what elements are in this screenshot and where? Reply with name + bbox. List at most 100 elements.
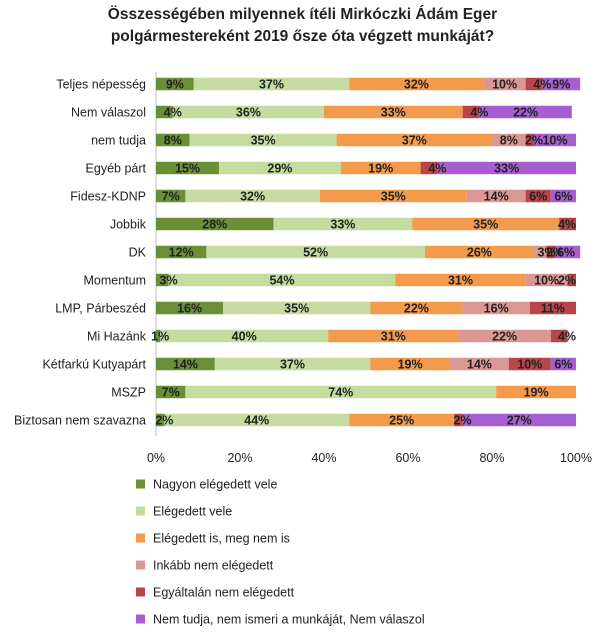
data-label: 2% <box>155 414 173 428</box>
data-label: 40% <box>232 330 257 344</box>
data-label: 8% <box>500 134 518 148</box>
bar-segment <box>496 385 576 399</box>
data-label: 4% <box>558 330 576 344</box>
legend-swatch <box>136 560 145 570</box>
bar-segment <box>349 77 484 91</box>
data-label: 36% <box>236 106 261 120</box>
data-label: 9% <box>166 78 184 92</box>
data-label: 16% <box>484 302 509 316</box>
data-label: 7% <box>162 386 180 400</box>
bar-segment <box>450 357 509 371</box>
data-label: 11% <box>541 302 565 316</box>
bars-layer <box>156 77 581 427</box>
data-label: 2% <box>546 246 564 260</box>
bar-segment <box>555 245 581 259</box>
bar-segment <box>189 133 337 147</box>
bar-segment <box>466 189 526 203</box>
data-label: 37% <box>402 134 427 148</box>
bar-segment <box>273 217 413 231</box>
bar-segment <box>546 245 555 259</box>
data-label: 14% <box>173 358 198 372</box>
data-label: 35% <box>473 218 498 232</box>
bar-segment <box>420 161 438 175</box>
data-label: 12% <box>169 246 194 260</box>
x-tick-labels-layer: 0% 20% 40% 60% 80% 100% <box>147 451 592 465</box>
legend-swatch <box>136 506 145 516</box>
data-label: 14% <box>467 358 492 372</box>
bar-segment <box>319 189 467 203</box>
bar-segment <box>156 161 219 175</box>
bar-segment <box>550 329 568 343</box>
bar-segment <box>559 217 576 231</box>
category-label: Fidesz-KDNP <box>70 190 146 204</box>
bar-segment <box>462 105 480 119</box>
category-label: nem tudja <box>91 134 146 148</box>
data-label: 4% <box>558 218 576 232</box>
bar-segment <box>479 105 572 119</box>
data-label: 74% <box>328 386 353 400</box>
bar-segment <box>156 413 165 427</box>
chart-title-line-1: Összességében milyennek ítéli Mirkóczki … <box>107 6 498 23</box>
legend-swatch <box>136 533 145 543</box>
data-label: 10% <box>542 134 567 148</box>
data-label: 54% <box>269 274 294 288</box>
legend: Nagyon elégedett vele Elégedett vele Elége… <box>136 478 425 627</box>
data-label: 3% <box>538 246 556 260</box>
bar-segment <box>168 273 396 287</box>
category-label: DK <box>129 246 147 260</box>
category-label: Teljes népesség <box>56 78 146 92</box>
chart-title-line-2: polgármestereként 2019 ősze óta végzett … <box>110 28 495 45</box>
bar-segment <box>340 161 421 175</box>
bar-segment <box>156 301 224 315</box>
category-label: Kétfarkú Kutyapárt <box>42 358 146 372</box>
bar-segment <box>328 329 459 343</box>
bar-segment <box>534 245 547 259</box>
data-label: 35% <box>284 302 309 316</box>
data-label: 3% <box>160 274 178 288</box>
bar-segment <box>370 357 450 371</box>
x-tick-label: 80% <box>479 451 504 465</box>
data-label: 35% <box>251 134 276 148</box>
data-label: 16% <box>177 302 202 316</box>
legend-swatch <box>136 614 145 624</box>
bar-segment <box>156 189 186 203</box>
legend-label: Egyáltalán nem elégedett <box>153 586 295 600</box>
category-labels-layer: Teljes népesség Nem válaszol nem tudja Egyé… <box>14 78 147 428</box>
x-tick-label: 0% <box>147 451 165 465</box>
data-label: 1% <box>151 330 169 344</box>
data-label: 4% <box>428 162 446 176</box>
data-label: 6% <box>529 190 547 204</box>
bar-segment <box>156 385 186 399</box>
data-label: 52% <box>303 246 328 260</box>
bar-segment <box>156 273 169 287</box>
data-label: 22% <box>404 302 429 316</box>
data-label: 4% <box>164 106 182 120</box>
bar-segment <box>336 133 492 147</box>
bar-segment <box>525 133 534 147</box>
data-label: 9% <box>552 78 570 92</box>
bar-segment <box>525 273 568 287</box>
data-label: 7% <box>162 190 180 204</box>
x-tick-label: 60% <box>395 451 420 465</box>
data-label: 33% <box>494 162 519 176</box>
bar-segment <box>492 133 526 147</box>
data-label: 19% <box>398 358 423 372</box>
bar-segment <box>508 357 551 371</box>
data-label: 25% <box>389 414 414 428</box>
x-tick-label: 100% <box>560 451 592 465</box>
category-label: Egyéb párt <box>86 162 147 176</box>
data-label: 44% <box>244 414 269 428</box>
x-tick-label: 40% <box>311 451 336 465</box>
data-label: 14% <box>484 190 509 204</box>
data-label: 15% <box>175 162 200 176</box>
bar-segment <box>193 77 350 91</box>
category-label: MSZP <box>111 386 146 400</box>
data-label: 10% <box>517 358 542 372</box>
category-label: Nem válaszol <box>71 106 146 120</box>
data-label: 32% <box>404 78 429 92</box>
data-label: 19% <box>368 162 393 176</box>
bar-segment <box>525 77 543 91</box>
data-label: 37% <box>259 78 284 92</box>
bar-segment <box>156 217 274 231</box>
